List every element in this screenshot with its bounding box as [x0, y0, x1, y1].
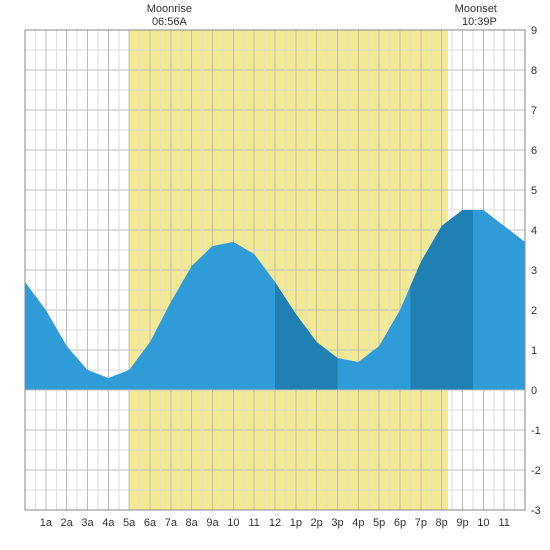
x-tick-label: 5a — [123, 517, 136, 529]
y-tick-label: 6 — [531, 145, 537, 157]
y-tick-label: 8 — [531, 65, 537, 77]
x-tick-label: 4a — [102, 517, 115, 529]
x-tick-label: 5p — [373, 517, 385, 529]
moonrise-label: Moonrise — [147, 3, 192, 15]
y-tick-label: 2 — [531, 305, 537, 317]
x-tick-label: 2p — [311, 517, 323, 529]
x-tick-label: 3p — [331, 517, 343, 529]
x-tick-label: 12 — [269, 517, 281, 529]
x-tick-label: 10 — [477, 517, 489, 529]
x-tick-label: 10 — [227, 517, 239, 529]
y-tick-label: -2 — [531, 465, 541, 477]
x-tick-label: 7p — [415, 517, 427, 529]
moonrise-time: 06:56A — [152, 16, 188, 28]
y-tick-label: 1 — [531, 345, 537, 357]
moonset-time: 10:39P — [462, 16, 497, 28]
tide-chart: -3-2-101234567891a2a3a4a5a6a7a8a9a101112… — [0, 0, 550, 550]
x-tick-label: 2a — [61, 517, 74, 529]
x-tick-label: 1p — [290, 517, 302, 529]
moonset-label: Moonset — [455, 3, 497, 15]
x-tick-label: 9a — [206, 517, 219, 529]
x-tick-label: 11 — [498, 517, 509, 529]
x-tick-label: 3a — [81, 517, 94, 529]
y-tick-label: -3 — [531, 505, 541, 517]
x-tick-label: 4p — [352, 517, 364, 529]
y-tick-label: 0 — [531, 385, 537, 397]
x-tick-label: 6a — [144, 517, 157, 529]
x-tick-label: 11 — [248, 517, 259, 529]
y-tick-label: 4 — [531, 225, 537, 237]
x-tick-label: 9p — [456, 517, 468, 529]
y-tick-label: 5 — [531, 185, 537, 197]
y-tick-label: -1 — [531, 425, 541, 437]
y-tick-label: 9 — [531, 25, 537, 37]
x-tick-label: 6p — [394, 517, 406, 529]
x-tick-label: 8p — [436, 517, 448, 529]
x-tick-label: 1a — [40, 517, 53, 529]
x-tick-label: 8a — [186, 517, 199, 529]
y-tick-label: 7 — [531, 105, 537, 117]
x-tick-label: 7a — [165, 517, 178, 529]
y-tick-label: 3 — [531, 265, 537, 277]
chart-svg: -3-2-101234567891a2a3a4a5a6a7a8a9a101112… — [0, 0, 550, 550]
